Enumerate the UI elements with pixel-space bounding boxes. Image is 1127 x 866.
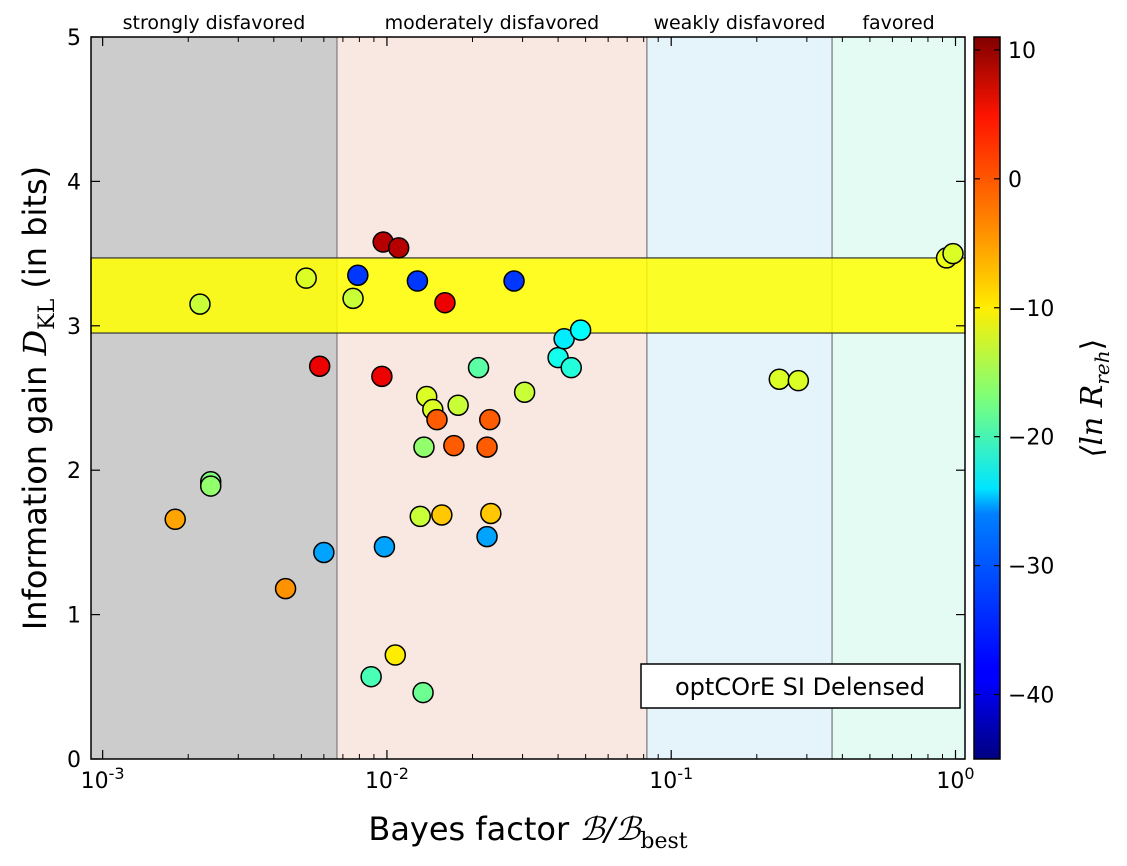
region-0: [91, 37, 337, 759]
region-label: weakly disfavored: [653, 12, 825, 34]
annotation-box: optCOrE SI Delensed: [640, 663, 961, 709]
y-tick-label: 1: [67, 604, 81, 629]
colorbar-tick-label: −40: [1008, 684, 1054, 709]
data-point: [569, 319, 592, 341]
data-point: [942, 242, 964, 265]
y-tick-label: 2: [67, 459, 81, 484]
data-point: [447, 394, 469, 416]
colorbar-tick-label: −30: [1008, 555, 1054, 580]
x-tick-exp: 0: [964, 764, 974, 783]
data-point: [476, 525, 498, 548]
region-1: [336, 37, 647, 759]
yellow-band-layer: [90, 257, 966, 334]
x-axis-title-prefix: Bayes factor: [368, 810, 579, 848]
data-point: [434, 291, 456, 314]
yellow-band: [90, 257, 966, 334]
y-tick-label: 0: [67, 748, 81, 773]
region-label: favored: [862, 12, 934, 34]
background-regions: strongly disfavored moderately disfavored…: [91, 12, 965, 759]
data-point: [342, 287, 364, 310]
plot-frame: [90, 36, 966, 760]
y-tick-label: 5: [67, 26, 81, 51]
axes-frame: [90, 36, 966, 760]
colorbar-tick-label: −20: [1008, 426, 1054, 451]
x-tick-label: 100: [936, 764, 974, 794]
y-axis-title: Information gain DKL (in bits): [16, 166, 60, 630]
region-2: [646, 37, 833, 759]
y-axis-title-suffix: (in bits): [16, 166, 54, 299]
colorbar-title-math: ⟨ln R: [1075, 385, 1110, 458]
colorbar-ticks: 10 0 −10 −20 −30 −40: [974, 39, 1054, 709]
y-tick-label: 4: [67, 170, 81, 195]
colorbar-title-sub: reh: [1090, 350, 1114, 384]
annotation-text: optCOrE SI Delensed: [675, 673, 925, 701]
data-point: [476, 436, 498, 458]
data-point: [387, 237, 410, 259]
data-point: [409, 505, 432, 528]
data-point: [479, 408, 501, 431]
x-axis-title-math: ℬ/ℬ: [579, 810, 643, 848]
data-point: [295, 267, 317, 289]
y-axis-title-math: D: [16, 330, 54, 357]
data-point: [412, 681, 434, 704]
region-label: strongly disfavored: [123, 12, 306, 34]
data-point: [480, 502, 502, 525]
y-axis-title-sub: KL: [35, 298, 60, 329]
colorbar-title: ⟨ln Rreh⟩: [1075, 339, 1114, 458]
colorbar-tick-label: 10: [1008, 39, 1036, 64]
x-tick-base: 10: [936, 769, 964, 794]
y-axis-title-prefix: Information gain: [16, 355, 54, 630]
data-point: [443, 434, 465, 457]
x-tick-label: 10-1: [649, 764, 693, 794]
colorbar-tick-label: 0: [1008, 168, 1022, 193]
data-point: [347, 264, 369, 287]
data-point: [467, 356, 490, 379]
data-point: [199, 475, 222, 497]
x-axis-title-sub: best: [640, 829, 687, 854]
colorbar: 10 0 −10 −20 −30 −40 ⟨ln Rreh⟩: [973, 36, 1114, 760]
data-point: [371, 365, 393, 388]
x-tick-base: 10: [649, 769, 677, 794]
data-point: [503, 270, 525, 292]
annotation-frame: [640, 663, 961, 709]
x-tick-label: 10-2: [365, 764, 409, 794]
data-point: [413, 436, 435, 458]
x-tick-base: 10: [365, 769, 393, 794]
colorbar-title-close: ⟩: [1075, 339, 1110, 351]
data-point: [384, 644, 407, 666]
data-point: [313, 541, 335, 564]
data-point: [164, 508, 186, 531]
data-point: [553, 328, 575, 350]
data-point: [373, 535, 396, 558]
y-tick-label: 3: [67, 315, 81, 340]
data-points: [164, 231, 964, 704]
x-tick-exp: -1: [677, 764, 693, 783]
colorbar-gradient: [973, 36, 1001, 760]
x-tick-exp: -3: [109, 764, 125, 783]
region-label: moderately disfavored: [385, 12, 600, 34]
data-point: [426, 408, 448, 431]
data-point: [787, 369, 810, 392]
data-point: [308, 355, 331, 377]
data-point: [360, 665, 382, 688]
data-point: [274, 577, 297, 600]
x-tick-exp: -2: [393, 764, 409, 783]
data-point: [189, 293, 211, 315]
data-point: [431, 504, 453, 526]
x-axis-title: Bayes factor ℬ/ℬbest: [368, 810, 687, 854]
data-point: [406, 270, 429, 292]
x-tick-base: 10: [81, 769, 109, 794]
data-point: [513, 381, 536, 403]
region-3: [832, 37, 965, 759]
x-tick-label: 10-3: [81, 764, 125, 794]
data-point: [768, 368, 791, 390]
colorbar-tick-label: −10: [1008, 297, 1054, 322]
data-point: [560, 356, 582, 379]
